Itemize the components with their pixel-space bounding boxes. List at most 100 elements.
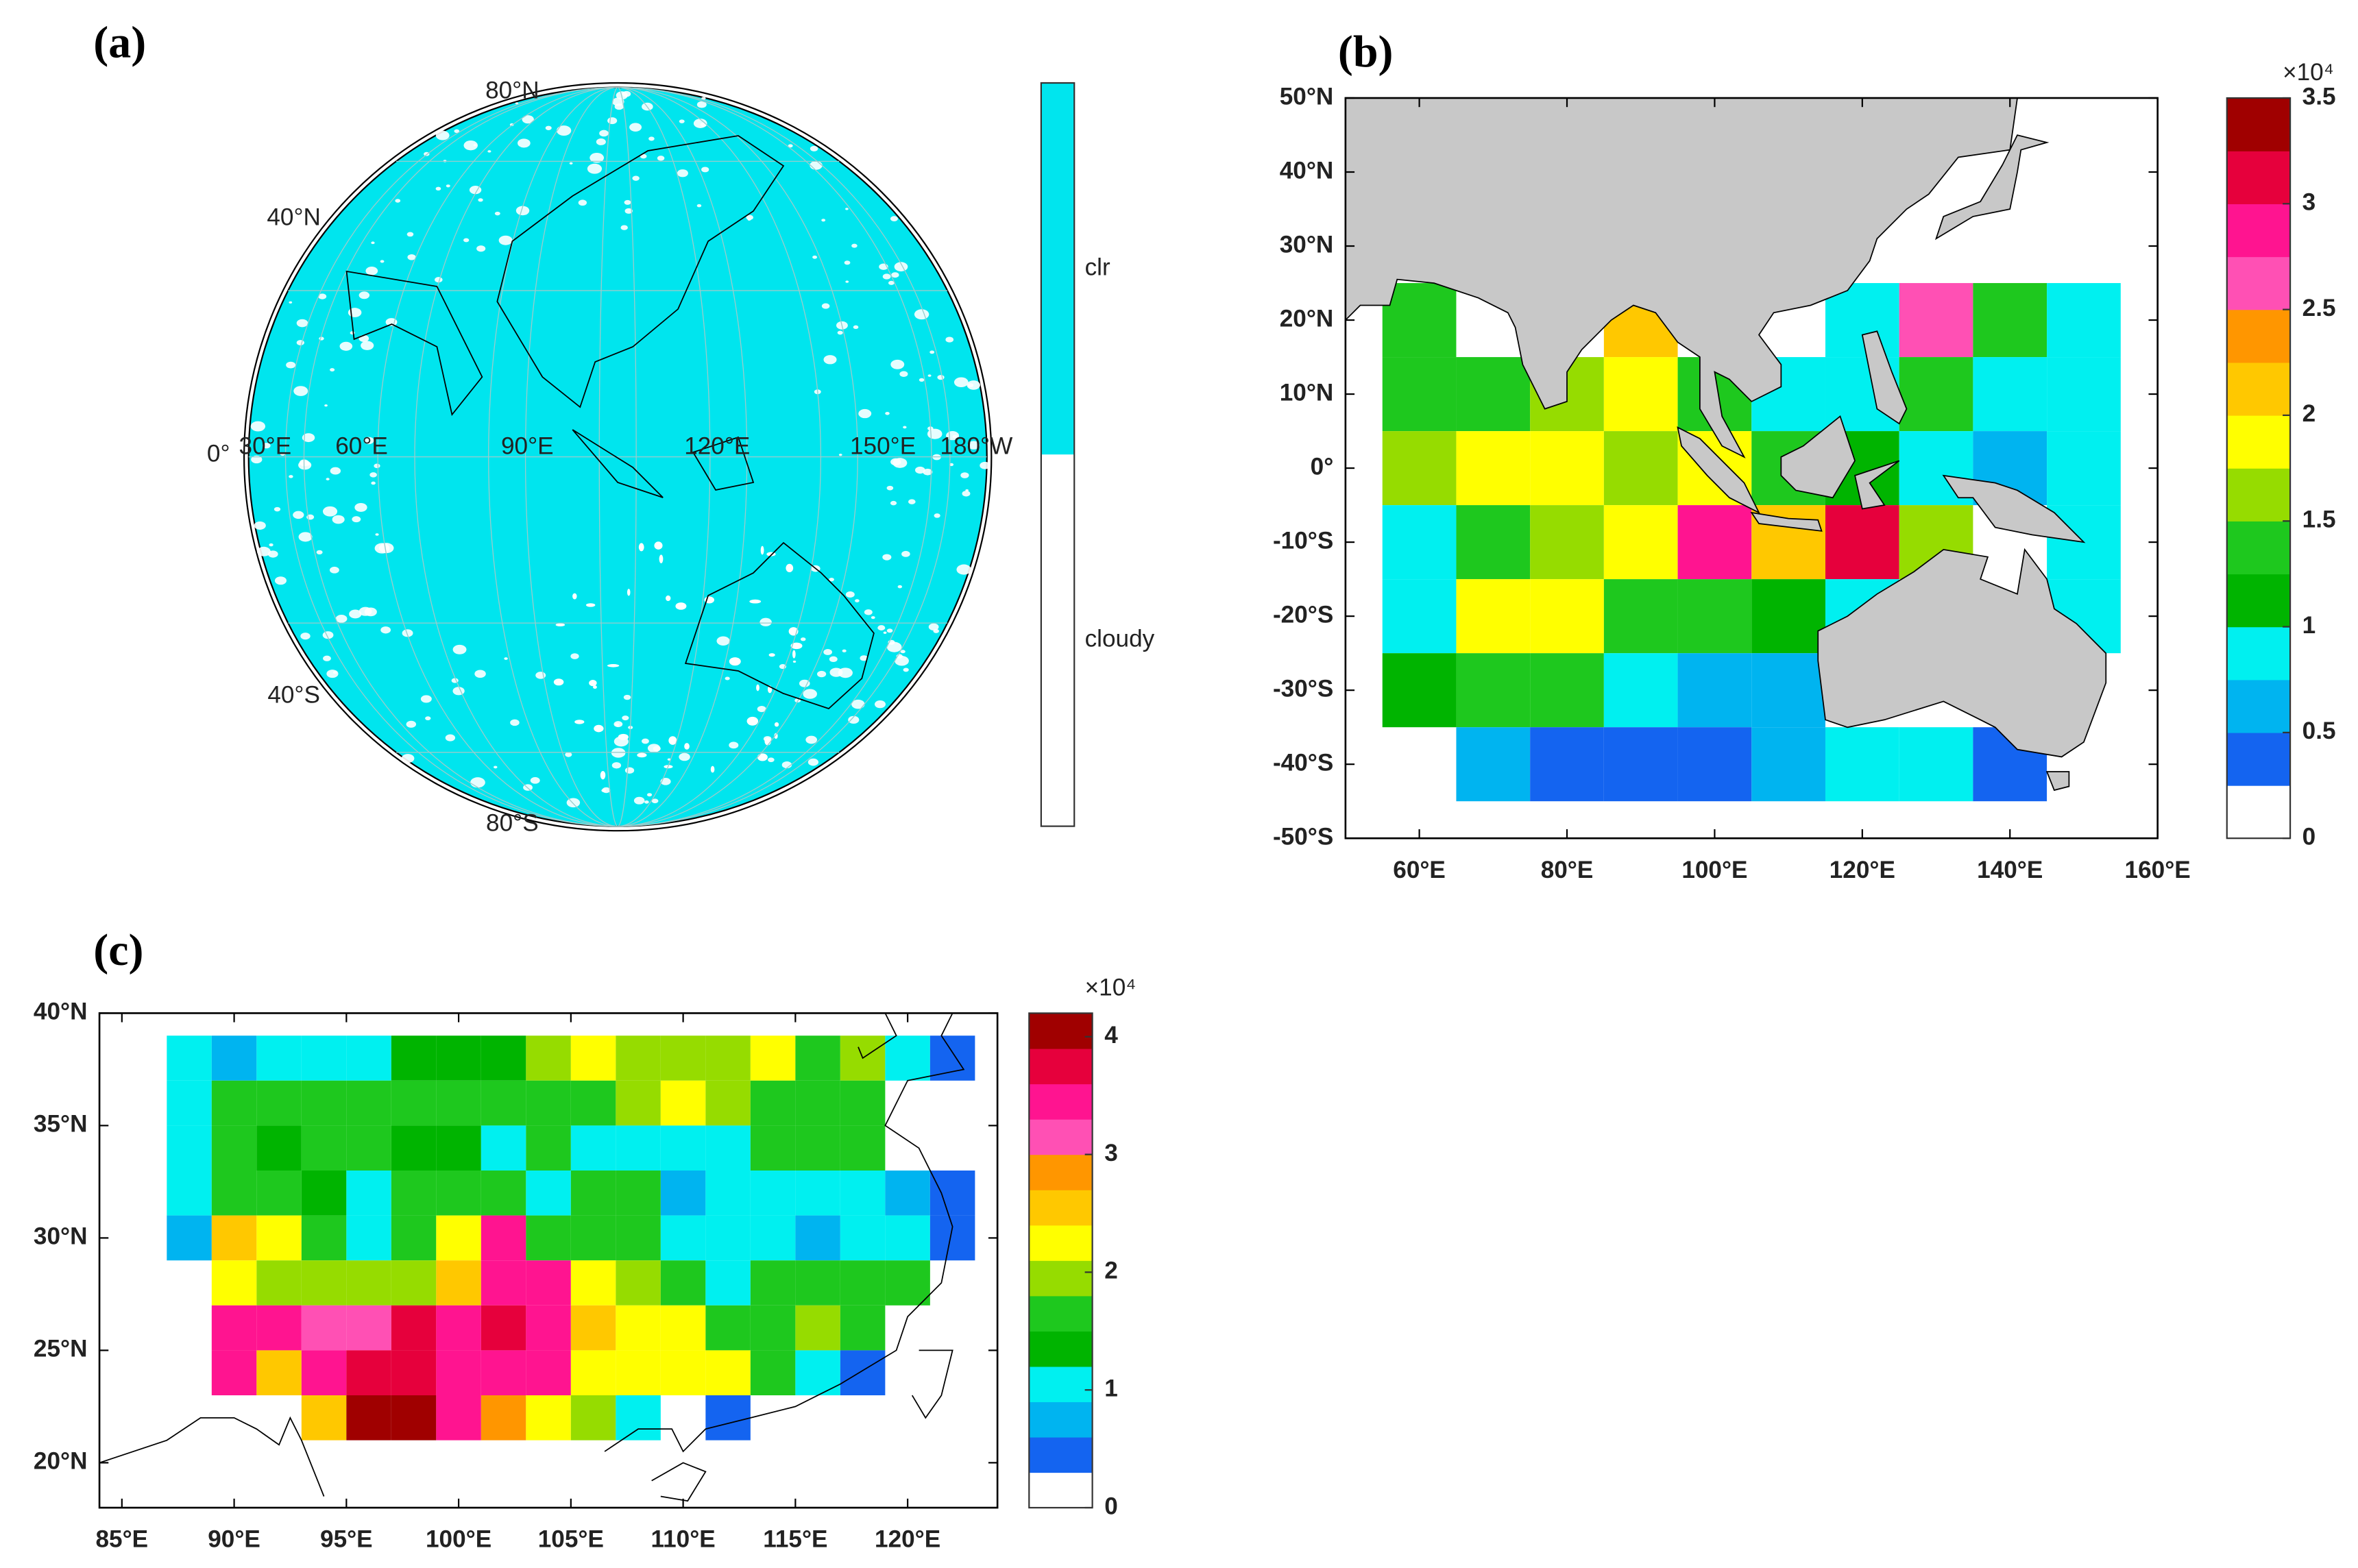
cloud-speckle xyxy=(651,798,659,804)
cloud-speckle xyxy=(851,243,858,248)
heat-cell xyxy=(1530,431,1604,506)
cloud-speckle xyxy=(903,667,909,672)
heat-cell xyxy=(705,1350,751,1395)
cloud-speckle xyxy=(756,684,759,691)
heat-cell xyxy=(526,1215,571,1261)
cloud-speckle xyxy=(269,543,274,547)
cloud-speckle xyxy=(474,670,486,678)
cloud-speckle xyxy=(855,599,860,602)
cloud-speckle xyxy=(435,130,450,140)
heat-cell xyxy=(391,1395,437,1441)
cloud-speckle xyxy=(653,746,661,752)
cloud-speckle xyxy=(667,758,671,761)
cloud-speckle xyxy=(374,463,380,469)
heat-cell xyxy=(391,1260,437,1306)
cloud-speckle xyxy=(890,500,897,506)
heat-cell xyxy=(481,1395,526,1441)
cloud-speckle xyxy=(395,199,401,203)
cloud-speckle xyxy=(385,318,398,326)
cloud-speckle xyxy=(615,723,620,726)
heat-cell xyxy=(256,1350,302,1395)
cloud-speckle xyxy=(874,700,886,709)
cloud-speckle xyxy=(435,277,443,283)
x-tick-label: 140°E xyxy=(1977,857,2043,883)
cloud-speckle xyxy=(425,716,431,721)
cloud-speckle xyxy=(640,154,647,159)
y-tick-label: 30°N xyxy=(1280,231,1334,258)
cloud-speckle xyxy=(256,546,271,556)
colorbar-frame xyxy=(1040,82,1075,827)
cloud-speckle xyxy=(886,641,902,652)
heat-cell xyxy=(1456,727,1531,802)
heat-cell xyxy=(346,1350,391,1395)
cloud-speckle xyxy=(406,720,417,728)
coastline xyxy=(692,436,755,491)
x-tick-label: 85°E xyxy=(96,1526,149,1553)
cloud-speckle xyxy=(829,577,834,582)
x-tick-label: 160°E xyxy=(2125,857,2191,883)
cloud-speckle xyxy=(612,97,624,106)
heat-cell xyxy=(211,1036,257,1081)
heat-cell xyxy=(705,1125,751,1171)
cloud-speckle xyxy=(322,506,338,517)
heat-cell xyxy=(1530,505,1604,580)
y-tick-label: 0° xyxy=(1311,453,1334,480)
heat-cell xyxy=(705,1080,751,1126)
cloud-speckle xyxy=(934,513,940,518)
cloud-speckle xyxy=(296,340,304,345)
heat-cell xyxy=(660,1260,706,1306)
colorbar-tick-label: 2 xyxy=(2302,400,2316,427)
heat-cell xyxy=(795,1125,840,1171)
cloud-speckle xyxy=(962,491,971,497)
y-tick-label: -40°S xyxy=(1273,749,1333,776)
x-tick-label: 95°E xyxy=(320,1526,373,1553)
heat-cell xyxy=(750,1350,796,1395)
heat-cell xyxy=(301,1305,347,1351)
cloud-speckle xyxy=(883,631,887,634)
heat-cell xyxy=(167,1080,212,1126)
cloud-speckle xyxy=(316,550,323,555)
heat-cell xyxy=(660,1080,706,1126)
cloud-speckle xyxy=(293,511,304,519)
cloud-speckle xyxy=(339,341,353,351)
cloud-speckle xyxy=(967,383,974,388)
heat-cell xyxy=(1603,653,1678,728)
graticule-label: 80°S xyxy=(486,810,539,837)
coastline xyxy=(345,270,483,416)
cloud-speckle xyxy=(729,742,739,749)
colorbar-segment xyxy=(1041,83,1075,455)
cloud-speckle xyxy=(454,129,460,133)
colorbar-tick-label: 2 xyxy=(1104,1258,1118,1284)
heat-cell xyxy=(436,1350,481,1395)
x-tick-label: 120°E xyxy=(875,1526,940,1553)
colorbar-segment xyxy=(2226,204,2291,258)
cloud-speckle xyxy=(590,152,605,163)
cloud-speckle xyxy=(555,623,566,627)
heat-cell xyxy=(1456,579,1531,654)
cloud-speckle xyxy=(757,753,768,761)
heat-cell xyxy=(1825,283,1899,358)
colorbar-segment xyxy=(1029,1048,1093,1085)
heat-cell xyxy=(391,1036,437,1081)
colorbar-multiplier: ×10⁴ xyxy=(2283,59,2334,86)
cloud-speckle xyxy=(470,777,485,788)
heat-cell xyxy=(1603,579,1678,654)
cloud-speckle xyxy=(365,267,378,275)
cloud-speckle xyxy=(574,720,585,724)
cloud-speckle xyxy=(361,341,374,350)
cloud-speckle xyxy=(644,800,649,804)
cloud-speckle xyxy=(578,199,587,206)
heat-cell xyxy=(481,1350,526,1395)
heat-cell xyxy=(570,1080,616,1126)
cloud-speckle xyxy=(899,371,908,378)
heat-cell xyxy=(1382,283,1457,358)
cloud-speckle xyxy=(518,138,531,148)
heat-cell xyxy=(526,1171,571,1216)
heat-cell xyxy=(211,1171,257,1216)
cloud-speckle xyxy=(701,167,709,173)
cloud-speckle xyxy=(601,789,607,792)
cloud-speckle xyxy=(967,441,980,450)
heat-cell xyxy=(256,1260,302,1306)
colorbar-segment xyxy=(1029,1436,1093,1473)
heat-cell xyxy=(391,1350,437,1395)
